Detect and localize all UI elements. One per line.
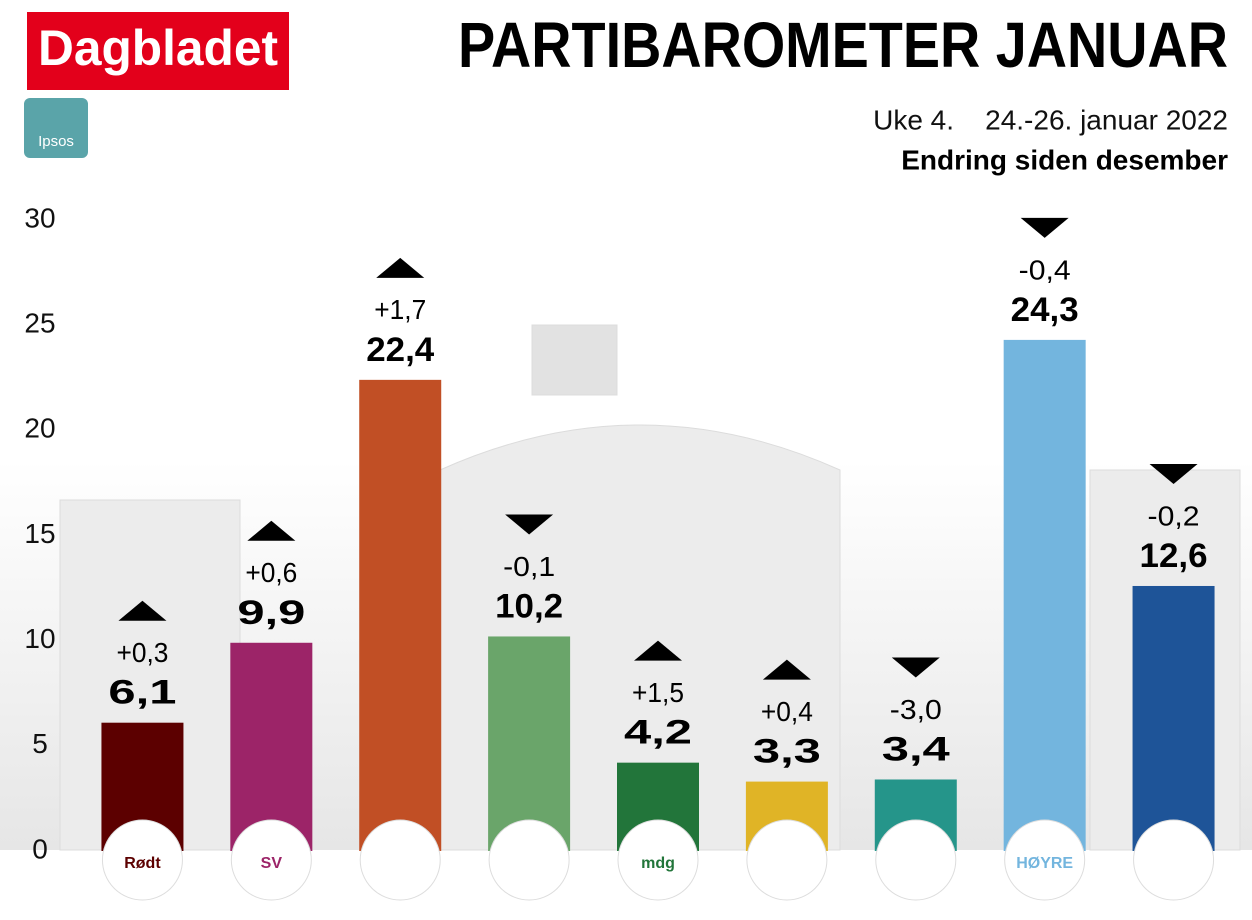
value-label: 9,9	[237, 594, 305, 632]
change-arrow	[1149, 463, 1198, 484]
source-name: Ipsos	[38, 133, 74, 150]
change-label: -0,2	[1148, 500, 1200, 531]
change-label: -0,4	[1019, 254, 1071, 285]
value-label: 24,3	[1011, 291, 1079, 329]
y-tick-label: 5	[32, 728, 48, 759]
value-label: 4,2	[624, 714, 692, 752]
party-logo	[488, 819, 570, 901]
y-tick-label: 10	[24, 623, 55, 654]
change-arrow	[376, 257, 425, 278]
change-arrow	[891, 657, 940, 678]
x-tick-label: SV	[261, 855, 283, 872]
party-logo	[875, 819, 957, 901]
party-logo	[359, 819, 441, 901]
value-label: 3,4	[882, 730, 950, 768]
change-arrow	[118, 600, 167, 621]
bar	[1003, 339, 1086, 851]
value-label: 12,6	[1140, 537, 1208, 575]
bar	[359, 379, 442, 851]
change-arrow	[247, 520, 296, 541]
change-label: -3,0	[890, 694, 942, 725]
change-arrow	[1020, 217, 1069, 238]
party-logo	[746, 819, 828, 901]
bar	[230, 642, 313, 851]
party-logo	[101, 819, 183, 901]
x-tick-label: HØYRE	[1016, 855, 1073, 872]
brand-name: Dagbladet	[38, 20, 278, 76]
change-label: +1,7	[374, 294, 426, 325]
chart-title: PARTIBAROMETER JANUAR	[458, 9, 1228, 81]
change-label: +0,3	[116, 637, 168, 668]
y-tick-label: 0	[32, 833, 48, 864]
change-arrow	[634, 640, 682, 661]
party-logo	[1133, 819, 1215, 901]
annotation: Endring siden desember	[901, 144, 1228, 175]
value-label: 6,1	[108, 674, 176, 712]
value-label: 3,3	[753, 733, 821, 771]
y-tick-label: 30	[24, 202, 55, 233]
y-tick-label: 25	[24, 308, 55, 339]
value-label: 22,4	[366, 331, 434, 369]
chart-subtitle: Uke 4. 24.-26. januar 2022	[873, 104, 1228, 135]
y-tick-label: 15	[24, 518, 55, 549]
bar	[1132, 585, 1215, 851]
change-label: +0,6	[245, 557, 297, 588]
x-tick-label: mdg	[641, 855, 675, 872]
party-logo	[1004, 819, 1086, 901]
change-label: -0,1	[503, 551, 555, 582]
value-label: 10,2	[495, 587, 563, 625]
x-tick-label: Rødt	[124, 855, 161, 872]
change-arrow	[762, 659, 811, 680]
change-label: +1,5	[632, 677, 684, 708]
y-tick-label: 20	[24, 413, 55, 444]
party-logo	[230, 819, 312, 901]
source-logo	[24, 98, 88, 158]
change-label: +0,4	[761, 696, 813, 727]
bar	[488, 636, 571, 851]
brand-logo	[27, 12, 289, 90]
change-arrow	[505, 514, 554, 535]
party-logo	[617, 819, 699, 901]
